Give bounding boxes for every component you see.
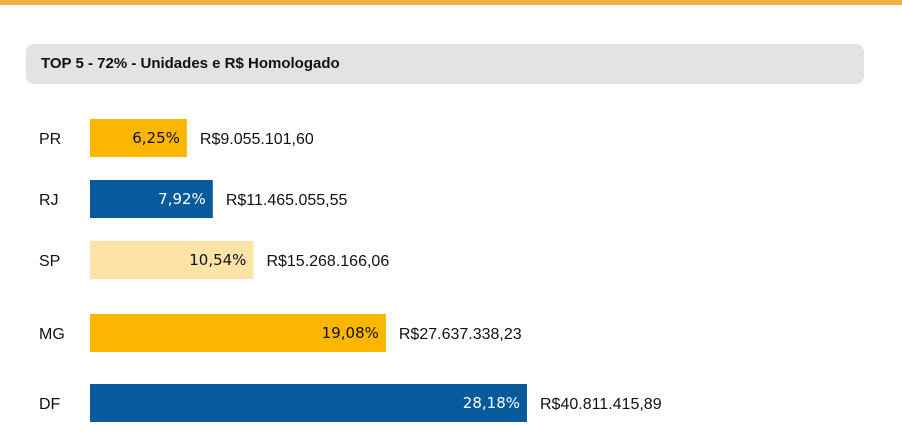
amount-label: R$40.811.415,89 — [540, 396, 662, 413]
category-label: RJ — [39, 192, 59, 209]
bar-value-label: 7,92% — [158, 190, 206, 208]
bar — [90, 119, 187, 157]
bar-value-label: 10,54% — [189, 251, 246, 269]
amount-label: R$27.637.338,23 — [399, 326, 522, 343]
chart-header-bar: TOP 5 - 72% - Unidades e R$ Homologado — [26, 44, 864, 84]
bar-value-label: 28,18% — [463, 394, 520, 412]
category-label: MG — [39, 326, 65, 343]
chart-title: TOP 5 - 72% - Unidades e R$ Homologado — [41, 55, 340, 72]
category-label: SP — [39, 253, 60, 270]
amount-label: R$15.268.166,06 — [266, 253, 389, 270]
bar-value-label: 6,25% — [132, 129, 180, 147]
amount-label: R$11.465.055,55 — [226, 192, 348, 209]
bar — [90, 384, 527, 422]
bar-value-label: 19,08% — [322, 324, 379, 342]
bar — [90, 180, 213, 218]
category-label: PR — [39, 131, 61, 148]
category-label: DF — [39, 396, 61, 413]
bar — [90, 241, 254, 279]
top-accent-line — [0, 0, 902, 5]
amount-label: R$9.055.101,60 — [200, 131, 314, 148]
bar — [90, 314, 386, 352]
